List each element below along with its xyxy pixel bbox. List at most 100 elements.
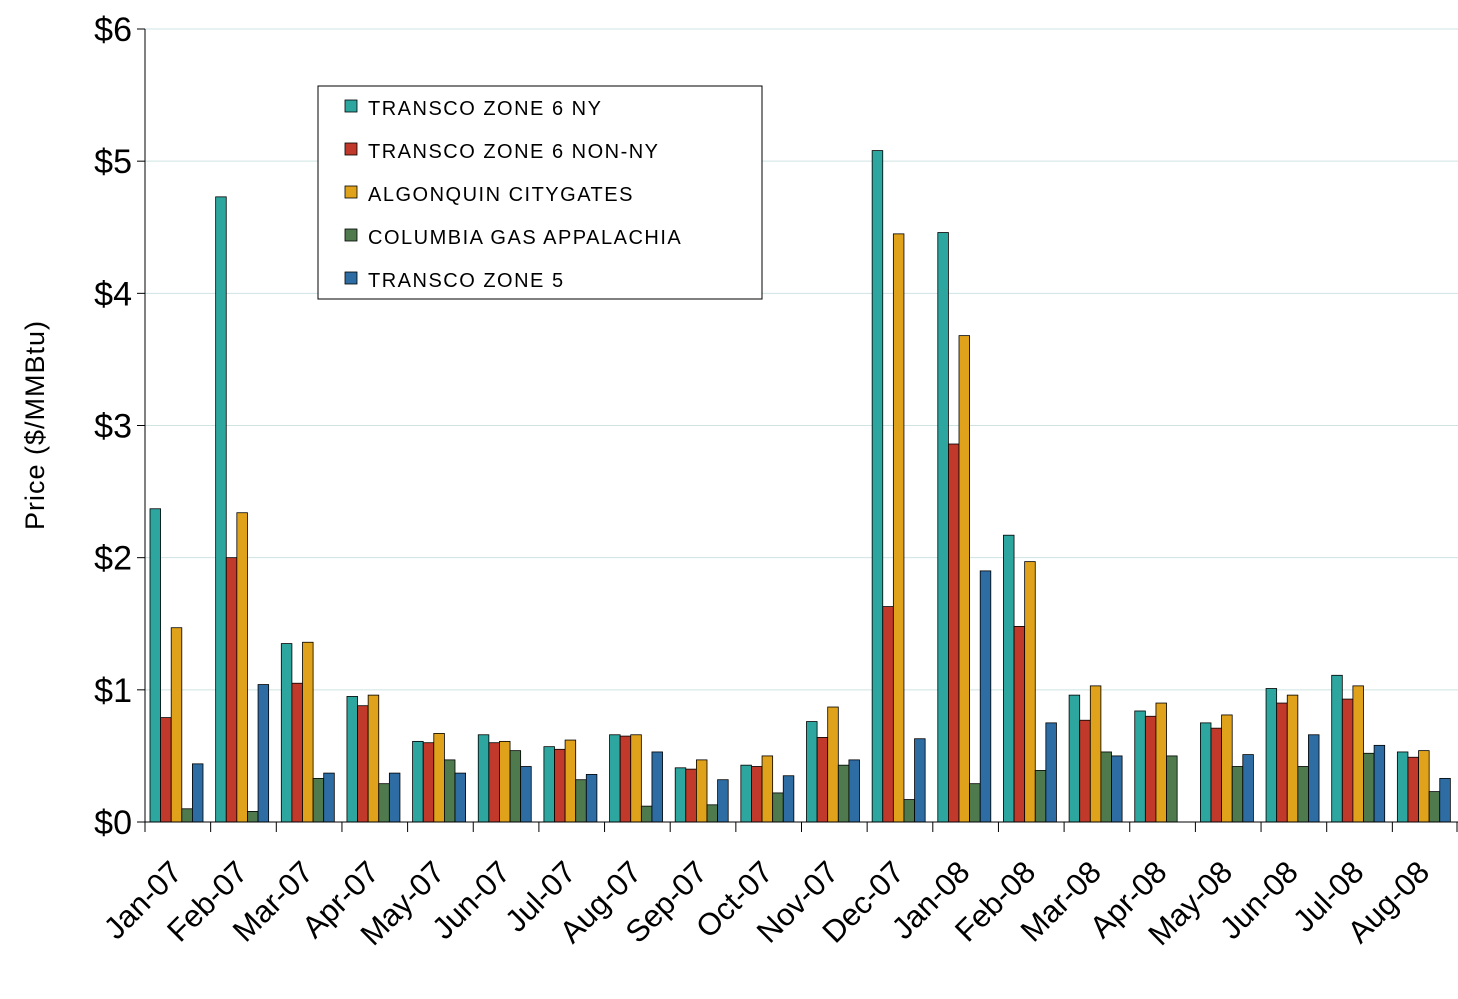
bar [1134, 710, 1146, 823]
bar [848, 759, 860, 823]
bar [346, 696, 358, 823]
bar [816, 737, 829, 823]
legend-label: COLUMBIA GAS APPALACHIA [368, 227, 682, 249]
legend-label: TRANSCO ZONE 6 NON-NY [368, 141, 660, 163]
bar [454, 772, 467, 823]
bar [640, 805, 653, 823]
bar [1231, 766, 1244, 823]
bar [1221, 714, 1233, 823]
bar [575, 779, 587, 823]
bar [1013, 625, 1026, 823]
bar [477, 734, 490, 823]
bar [357, 705, 369, 823]
bar [247, 811, 259, 823]
bar [554, 748, 566, 823]
bar [509, 750, 522, 823]
bar [1439, 777, 1451, 823]
legend-label: TRANSCO ZONE 5 [368, 270, 565, 292]
bar [1396, 751, 1409, 823]
bar [1089, 685, 1102, 823]
bar [751, 766, 763, 823]
bar [1428, 791, 1441, 823]
bar [1341, 698, 1354, 823]
bar [1407, 756, 1419, 823]
bar [1331, 674, 1343, 823]
bar [323, 772, 335, 823]
bar [191, 763, 204, 823]
bar [1045, 722, 1057, 823]
bar [388, 772, 401, 823]
bar [979, 570, 992, 823]
legend-swatch [344, 185, 358, 199]
y-tick-label: $2 [94, 540, 132, 578]
bar [903, 799, 915, 823]
bar [422, 742, 435, 823]
legend-box [317, 85, 763, 300]
bar [149, 508, 162, 823]
bar [1352, 685, 1364, 823]
legend-label: TRANSCO ZONE 6 NY [368, 98, 602, 120]
legend-swatch [344, 142, 358, 156]
bar [236, 512, 248, 823]
bar [302, 641, 314, 823]
bar [630, 734, 642, 823]
bar [1308, 734, 1320, 823]
bar [772, 792, 784, 823]
bar [1276, 702, 1288, 823]
bar [291, 682, 303, 823]
bar [651, 751, 663, 823]
bar [488, 742, 500, 823]
bar [1155, 702, 1167, 823]
legend-swatch [344, 228, 358, 242]
bar [257, 684, 270, 823]
bar [717, 779, 729, 823]
bar [1297, 766, 1309, 823]
bar [1100, 751, 1112, 823]
bar [367, 694, 380, 823]
bar [761, 755, 774, 823]
bar [412, 740, 424, 823]
bar [520, 766, 532, 823]
bar [181, 808, 193, 823]
bar [1286, 694, 1299, 823]
bar [619, 735, 632, 823]
bar [160, 717, 172, 823]
y-tick-label: $1 [94, 672, 132, 710]
legend-label: ALGONQUIN CITYGATES [368, 184, 634, 206]
y-axis-title: Price ($/MMBtu) [20, 320, 50, 530]
y-tick-label: $5 [94, 143, 132, 181]
axes [137, 28, 1458, 832]
bar [499, 740, 511, 823]
bar [914, 738, 926, 823]
bar [782, 775, 795, 823]
bar [1034, 770, 1047, 823]
bar [882, 606, 894, 823]
bar [806, 721, 818, 823]
bar [1144, 715, 1157, 823]
bar [1265, 688, 1278, 823]
bar [937, 232, 949, 823]
bar [674, 767, 687, 823]
bar [609, 734, 621, 823]
bar [685, 768, 697, 823]
bar [948, 443, 960, 823]
bar [1200, 722, 1212, 823]
bar [706, 804, 719, 823]
bar [1242, 754, 1254, 823]
bar [1418, 750, 1430, 823]
bar [1373, 744, 1386, 823]
bar [1363, 752, 1375, 823]
bar [225, 557, 238, 823]
bars [149, 150, 1451, 823]
bar [696, 759, 708, 823]
bar [837, 764, 850, 823]
x-tick-labels: Jan-07Feb-07Mar-07Apr-07May-07Jun-07Jul-… [97, 854, 1436, 952]
bar [443, 759, 456, 823]
bar [1166, 755, 1178, 823]
bar [564, 739, 577, 823]
bar [1111, 755, 1123, 823]
legend-swatch [344, 99, 358, 113]
bar [740, 764, 752, 823]
y-tick-label: $3 [94, 408, 132, 446]
legend: TRANSCO ZONE 6 NY TRANSCO ZONE 6 NON-NY AL… [317, 85, 763, 300]
